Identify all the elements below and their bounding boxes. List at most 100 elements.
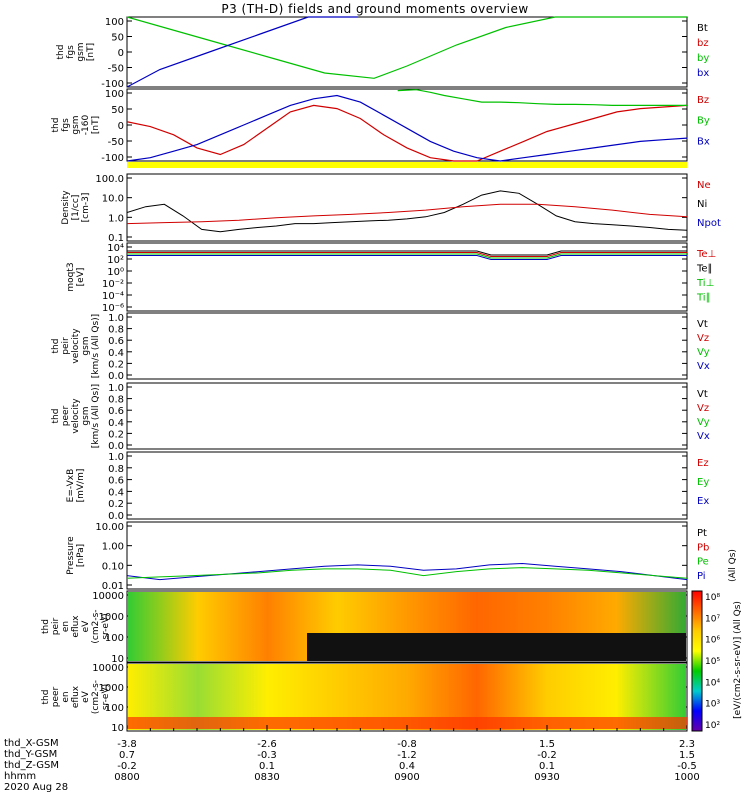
panel-7-ytick-label: 0.6: [108, 476, 124, 487]
panel-5-frame: [126, 312, 688, 380]
colorbar-tick-label: 10⁸: [705, 593, 720, 603]
panel-2-ytick-label: -50: [108, 137, 124, 148]
footer-row-z: thd_Z-GSM: [4, 760, 68, 771]
panel-8-ytick-label: 0.01: [102, 581, 124, 592]
hhmm-label-row: hhmm: [4, 771, 37, 782]
panel-3-ytick-label: 0.1: [108, 233, 124, 244]
panel-8-ytick-label: 10.00: [95, 522, 124, 533]
panel-6-ylabel: peer: [61, 405, 71, 426]
series-by-line: [126, 16, 687, 79]
panel-8-legend-note: (All Qs): [728, 549, 738, 582]
panel-1-ytick-label: -50: [108, 64, 124, 75]
panel-2-frame: [126, 88, 688, 162]
panel-1-ylabel: [nT]: [86, 43, 96, 61]
figure-title: P3 (TH-D) fields and ground moments over…: [221, 2, 529, 16]
panel-9-ylabel: (cm2-s-: [91, 609, 101, 643]
colorbar-tick-label: 10⁷: [705, 614, 720, 624]
x-value-thd_x-gsm: 1.5: [539, 739, 555, 750]
quality-flag-bar: [127, 162, 687, 168]
panel-1-legend-bt: Bt: [697, 23, 708, 34]
x-value-hhmm: 0900: [394, 772, 419, 783]
panel-8-legend-pt: Pt: [697, 528, 707, 539]
panel-2-ylabel: thd: [51, 118, 61, 133]
panel-5-ylabel: peir: [61, 337, 71, 355]
x-value-thd_x-gsm: -3.8: [117, 739, 137, 750]
panel-6-ylabel: velocity: [71, 398, 81, 434]
z-label-row: thd_Z-GSM: [4, 760, 59, 771]
panel-8-ylabel: [nPa]: [76, 544, 86, 567]
panel-4-ytick-label: 10⁴: [107, 243, 124, 254]
panel-10-ytick-label: 100: [105, 703, 124, 714]
x-value-thd_y-gsm: -1.2: [397, 750, 417, 761]
panel-3-legend-npot: Npot: [697, 218, 721, 229]
panel-1-ytick-label: 100: [105, 17, 124, 28]
panel-7-ylabel: [mV/m]: [76, 469, 86, 503]
panel-8-ylabel: Pressure: [66, 536, 76, 575]
panel-4-ylabel: moqt3: [66, 262, 76, 291]
x-value-thd_x-gsm: -0.8: [397, 739, 417, 750]
panel-6-ytick-label: 0.2: [108, 429, 124, 440]
panel-6-legend-vx: Vx: [697, 431, 710, 442]
x-value-hhmm: 0800: [114, 772, 139, 783]
panel-4-ytick-label: 10⁻⁶: [102, 303, 124, 314]
panel-2-ylabel: -160: [81, 115, 91, 136]
panel-5-legend-vy: Vy: [697, 347, 710, 358]
colorbar-tick-label: 10⁴: [705, 678, 720, 688]
panel-9-ytick-label: 10000: [92, 591, 124, 602]
panel-6-ylabel: gsm: [81, 406, 91, 425]
footer-row-y: thd_Y-GSM: [4, 749, 68, 760]
panel-5-ylabel: thd: [51, 339, 61, 354]
x-value-thd_y-gsm: -0.3: [257, 750, 277, 761]
panel-2-ylabel: fgs: [61, 118, 71, 132]
panel-3-ylabel: [1/cc]: [71, 195, 81, 221]
footer-row-hhmm: hhmm: [4, 771, 68, 782]
panel-10-ytick-label: 10000: [92, 663, 124, 674]
x-value-thd_z-gsm: -0.2: [117, 761, 137, 772]
panel-3-frame: [126, 173, 688, 242]
panel-1-ylabel: fgs: [66, 45, 76, 59]
colorbar-tick-label: 10⁶: [705, 636, 720, 646]
panel-4-ytick-label: 10²: [107, 255, 124, 266]
panel-3-legend-ne: Ne: [697, 180, 711, 191]
temperature-line: [127, 252, 687, 257]
panel-3-legend-ni: Ni: [697, 199, 707, 210]
panel-9-ylabel: sr-eV): [101, 613, 111, 639]
panel-3-ytick-label: 1.0: [108, 213, 124, 224]
panel-9-ylabel: thd: [41, 619, 51, 634]
colorbar-tick-label: 10²: [705, 721, 720, 731]
x-value-thd_y-gsm: 0.7: [119, 750, 135, 761]
series-ni-line: [126, 190, 688, 233]
x-value-thd_z-gsm: 0.4: [399, 761, 415, 772]
temperature-line: [127, 250, 687, 256]
x-value-thd_z-gsm: 0.1: [539, 761, 555, 772]
panel-5-ytick-label: 1.0: [108, 313, 124, 324]
footer-date: 2020 Aug 28: [4, 782, 68, 793]
panel-8-ytick-label: 0.10: [102, 561, 124, 572]
panel-5-ytick-label: 0.2: [108, 359, 124, 370]
x-axis-footer: thd_X-GSM thd_Y-GSM thd_Z-GSM hhmm 2020 …: [4, 738, 68, 793]
panel-10-ylabel: sr-eV): [101, 684, 111, 710]
panel-1-ytick-label: 0: [118, 48, 124, 59]
panel-1-legend-bx: bx: [697, 68, 709, 79]
panel-1-legend-bz: bz: [697, 38, 709, 49]
panel-4-legend-te∥: Te∥: [696, 264, 713, 275]
panel-7-ytick-label: 0.2: [108, 499, 124, 510]
panel-5-ylabel: [km/s (All Qs)]: [91, 314, 101, 378]
panel-5-legend-vx: Vx: [697, 361, 710, 372]
panel-6-frame: [126, 382, 688, 450]
panel-5-ytick-label: 0.6: [108, 336, 124, 347]
panel-7-ylabel: E=-VxB: [66, 469, 76, 503]
panel-6-ylabel: thd: [51, 409, 61, 424]
panel-2-ylabel: gsm: [71, 115, 81, 134]
panel-9-ylabel: eV: [81, 620, 91, 633]
panel-10-ylabel: peer: [51, 686, 61, 707]
x-value-thd_z-gsm: -0.5: [677, 761, 697, 772]
temperature-line: [127, 255, 687, 260]
panel-2-ytick-label: -100: [101, 153, 124, 164]
date-label: 2020 Aug 28: [4, 782, 69, 793]
panel-9-ytick-label: 100: [105, 633, 124, 644]
x-value-thd_z-gsm: 0.1: [259, 761, 275, 772]
panel-5-legend-vz: Vz: [697, 333, 709, 344]
panel-3-ylabel: [cm-3]: [81, 193, 91, 223]
